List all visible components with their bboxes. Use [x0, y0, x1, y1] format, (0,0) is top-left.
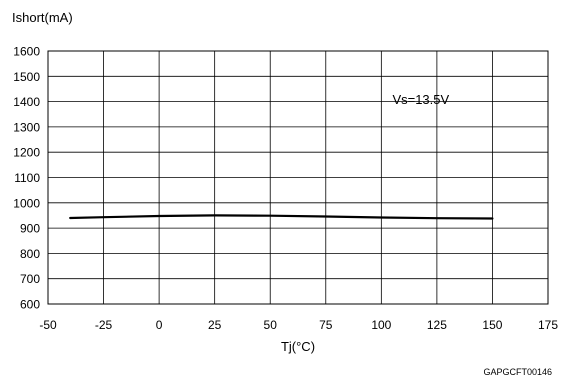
x-tick-label: 75	[319, 318, 333, 332]
x-tick-label: 25	[208, 318, 222, 332]
x-tick-label: 150	[482, 318, 502, 332]
grid	[47, 50, 549, 305]
x-tick-label: 50	[264, 318, 278, 332]
x-tick-label: 0	[156, 318, 163, 332]
series-layer	[69, 214, 494, 220]
y-tick-label: 1000	[13, 196, 40, 210]
x-tick-label: 100	[371, 318, 391, 332]
y-tick-label: 1600	[13, 45, 40, 59]
x-tick-label: 175	[538, 318, 558, 332]
y-tick-label: 1100	[14, 171, 40, 185]
y-tick-label: 700	[20, 272, 40, 286]
series-line	[69, 214, 494, 220]
y-tick-label: 1200	[13, 146, 40, 160]
y-tick-label: 1500	[13, 70, 40, 84]
figure-code: GAPGCFT00146	[483, 367, 552, 377]
x-axis-label: Tj(°C)	[281, 339, 315, 354]
x-tick-label: -25	[95, 318, 113, 332]
condition-annotation: Vs=13.5V	[392, 92, 449, 107]
x-tick-labels: -50 -25 0 25 50 75 100 125 150 175	[39, 318, 558, 332]
y-tick-label: 800	[20, 247, 40, 261]
y-tick-label: 1400	[13, 95, 40, 109]
y-tick-label: 600	[20, 298, 40, 312]
annotations: Vs=13.5V	[392, 92, 449, 107]
x-tick-label: -50	[39, 318, 57, 332]
plot-frame	[47, 50, 549, 305]
y-axis-label: Ishort(mA)	[12, 10, 73, 25]
y-tick-label: 1300	[13, 120, 40, 134]
x-tick-label: 125	[427, 318, 447, 332]
y-tick-labels: 600 700 800 900 1000 1100 1200 1300 1400 1500 1600	[13, 45, 40, 312]
y-tick-label: 900	[20, 222, 40, 236]
